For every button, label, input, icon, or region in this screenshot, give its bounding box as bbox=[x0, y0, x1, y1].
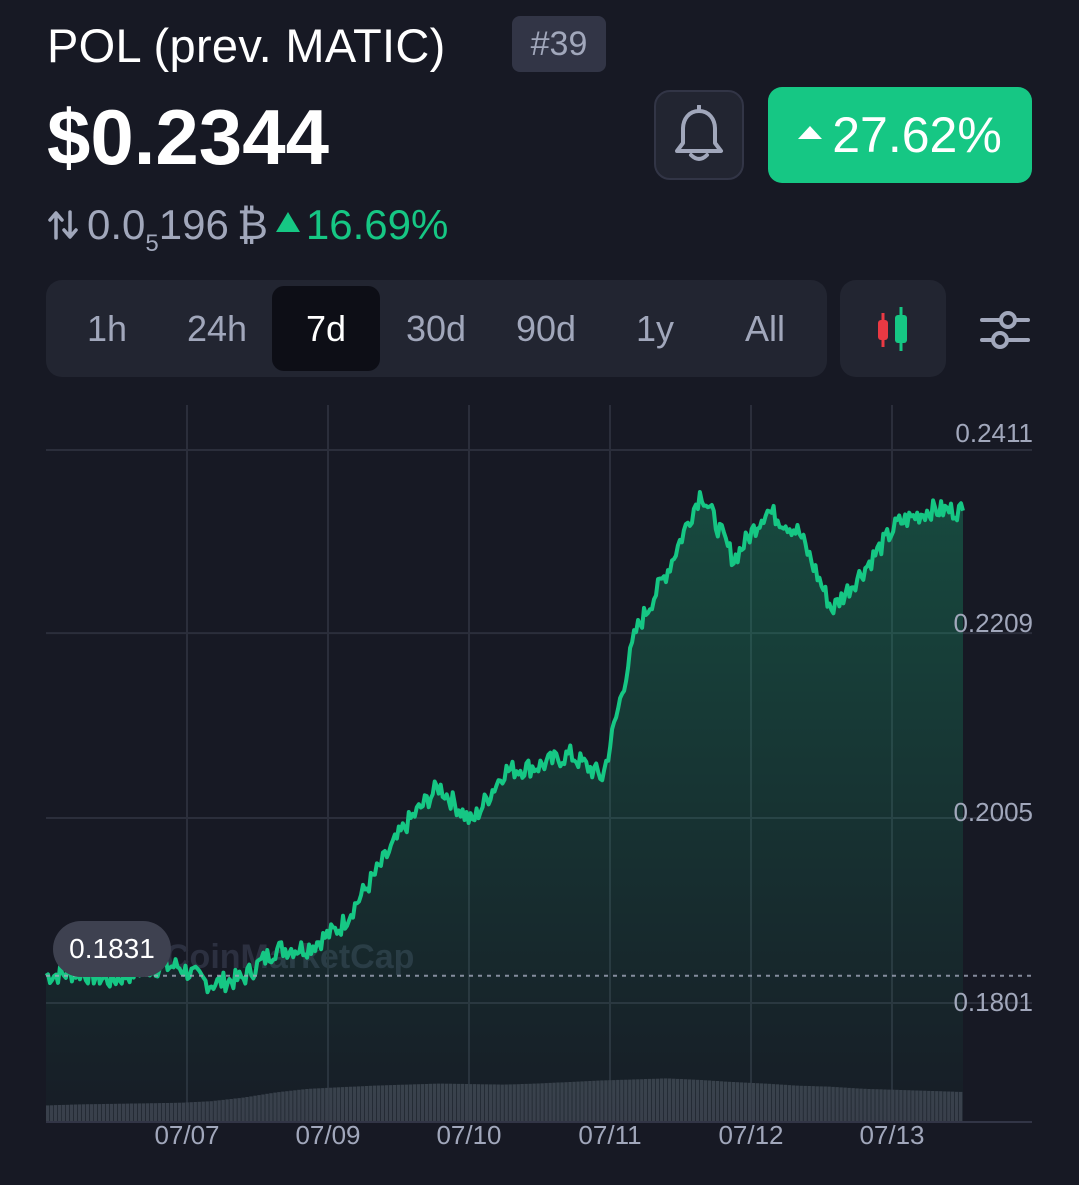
btc-symbol: ₿ bbox=[236, 201, 268, 248]
tab-7d[interactable]: 7d bbox=[272, 286, 380, 371]
caret-up-icon bbox=[275, 212, 300, 232]
price-chart bbox=[44, 405, 1032, 1123]
current-price: $0.2344 bbox=[47, 93, 329, 181]
bell-icon bbox=[675, 105, 723, 161]
candlestick-toggle-button[interactable] bbox=[840, 280, 946, 377]
candlestick-icon bbox=[878, 306, 907, 351]
time-range-tabs: 1h 24h 7d 30d 90d 1y All bbox=[46, 280, 827, 377]
price-change-value: 27.62% bbox=[832, 107, 1002, 163]
x-tick-label: 07/12 bbox=[718, 1120, 784, 1150]
price-line bbox=[44, 490, 965, 995]
caret-up-icon bbox=[798, 125, 823, 139]
tab-30d[interactable]: 30d bbox=[405, 307, 467, 349]
price-area bbox=[46, 492, 963, 1121]
swap-arrows-icon bbox=[48, 210, 78, 240]
rank-badge: #39 bbox=[512, 16, 606, 72]
price-alert-button[interactable] bbox=[654, 90, 744, 180]
y-tick-label: 0.2005 bbox=[953, 797, 1033, 827]
tab-24h[interactable]: 24h bbox=[186, 307, 248, 349]
btc-price-row: 0.05196 ₿ 16.69% bbox=[47, 200, 448, 257]
coin-title: POL (prev. MATIC) bbox=[47, 19, 446, 72]
chart-settings-button[interactable] bbox=[975, 300, 1035, 360]
price-change-badge: 27.62% bbox=[768, 87, 1032, 183]
x-tick-label: 07/13 bbox=[859, 1120, 925, 1150]
tab-1y[interactable]: 1y bbox=[635, 307, 675, 349]
x-tick-label: 07/11 bbox=[578, 1120, 642, 1150]
y-tick-label: 0.1801 bbox=[953, 987, 1033, 1017]
x-tick-label: 07/07 bbox=[154, 1120, 220, 1150]
tab-all[interactable]: All bbox=[744, 307, 785, 349]
tab-1h[interactable]: 1h bbox=[86, 307, 128, 349]
btc-change: 16.69% bbox=[275, 201, 448, 249]
y-tick-label: 0.2209 bbox=[953, 608, 1033, 638]
reference-price-bubble: 0.1831 bbox=[53, 921, 171, 977]
y-tick-label: 0.2411 bbox=[955, 418, 1033, 448]
tab-90d[interactable]: 90d bbox=[515, 307, 577, 349]
x-tick-label: 07/09 bbox=[295, 1120, 361, 1150]
sliders-icon bbox=[980, 311, 1030, 349]
btc-price: 0.05196 bbox=[87, 201, 229, 257]
x-tick-label: 07/10 bbox=[436, 1120, 502, 1150]
